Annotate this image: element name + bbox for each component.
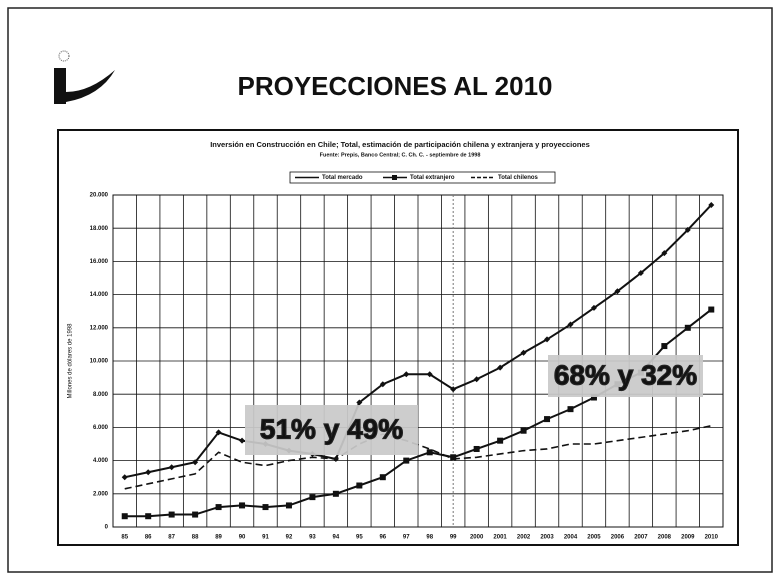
marker xyxy=(379,474,386,481)
y-tick-label: 10.000 xyxy=(90,359,109,365)
x-tick-label: 2010 xyxy=(705,535,719,541)
x-tick-label: 88 xyxy=(192,535,199,541)
y-tick-label: 18.000 xyxy=(90,226,109,232)
marker xyxy=(239,437,246,444)
x-tick-label: 87 xyxy=(168,535,175,541)
marker xyxy=(661,250,668,257)
chart-subtitle: Fuente: Prepis, Banco Central; C. Ch. C.… xyxy=(320,152,481,158)
marker xyxy=(403,371,410,378)
marker xyxy=(192,511,199,518)
x-tick-label: 2003 xyxy=(540,535,554,541)
x-tick-label: 92 xyxy=(286,535,293,541)
marker xyxy=(356,482,363,489)
marker xyxy=(497,364,504,371)
x-tick-label: 93 xyxy=(309,535,316,541)
marker xyxy=(168,511,175,518)
marker xyxy=(356,399,363,406)
x-tick-label: 2008 xyxy=(658,535,672,541)
x-tick-label: 98 xyxy=(426,535,433,541)
marker xyxy=(544,336,551,343)
marker xyxy=(684,324,691,331)
marker xyxy=(567,321,574,328)
marker xyxy=(379,381,386,388)
marker xyxy=(708,306,715,313)
y-tick-label: 4.000 xyxy=(93,458,109,464)
y-tick-label: 16.000 xyxy=(90,259,109,265)
marker xyxy=(637,270,644,277)
chart-title: Inversión en Construcción en Chile; Tota… xyxy=(210,140,590,149)
x-tick-label: 2002 xyxy=(517,535,531,541)
y-tick-label: 8.000 xyxy=(93,392,109,398)
y-tick-label: 0 xyxy=(105,525,109,531)
marker xyxy=(567,406,574,413)
x-tick-label: 89 xyxy=(215,535,222,541)
marker xyxy=(450,454,457,461)
x-tick-label: 85 xyxy=(121,535,128,541)
legend-label: Total mercado xyxy=(322,175,363,181)
marker xyxy=(544,416,551,423)
marker xyxy=(121,513,128,520)
x-tick-label: 2007 xyxy=(634,535,648,541)
x-tick-label: 2001 xyxy=(493,535,507,541)
series-line xyxy=(124,204,712,479)
logo xyxy=(54,50,115,104)
y-tick-label: 20.000 xyxy=(90,193,109,199)
marker xyxy=(450,386,457,393)
marker xyxy=(309,494,316,501)
marker xyxy=(661,343,668,350)
marker xyxy=(520,349,527,356)
marker xyxy=(708,201,715,208)
y-tick-label: 14.000 xyxy=(90,292,109,298)
marker xyxy=(168,464,175,471)
marker xyxy=(590,394,597,401)
x-tick-label: 2009 xyxy=(681,535,695,541)
annotation-box xyxy=(245,405,418,455)
marker xyxy=(262,504,269,511)
x-tick-label: 2000 xyxy=(470,535,484,541)
y-tick-label: 6.000 xyxy=(93,425,109,431)
marker xyxy=(520,427,527,434)
marker xyxy=(332,490,339,497)
legend-label: Total extranjero xyxy=(410,175,455,181)
marker xyxy=(145,469,152,476)
x-tick-label: 2005 xyxy=(587,535,601,541)
marker xyxy=(239,502,246,509)
marker xyxy=(426,449,433,456)
marker xyxy=(192,459,199,466)
legend-box xyxy=(289,171,556,184)
marker xyxy=(285,502,292,509)
marker xyxy=(215,429,222,436)
marker xyxy=(145,513,152,520)
marker xyxy=(426,371,433,378)
marker xyxy=(121,474,128,481)
x-tick-label: 99 xyxy=(450,535,457,541)
legend-marker xyxy=(392,175,397,180)
marker xyxy=(403,457,410,464)
marker xyxy=(497,437,504,444)
x-tick-label: 91 xyxy=(262,535,269,541)
marker xyxy=(614,288,621,295)
x-tick-label: 2006 xyxy=(611,535,625,541)
x-tick-label: 95 xyxy=(356,535,363,541)
x-tick-label: 96 xyxy=(379,535,386,541)
annotation-box xyxy=(548,355,703,397)
marker xyxy=(473,445,480,452)
x-tick-label: 2004 xyxy=(564,535,578,541)
y-axis-label: Millones de dólares de 1998 xyxy=(68,323,74,399)
marker xyxy=(215,504,222,511)
marker xyxy=(590,304,597,311)
x-tick-label: 86 xyxy=(145,535,152,541)
x-tick-label: 90 xyxy=(239,535,246,541)
y-tick-label: 2.000 xyxy=(93,491,109,497)
legend-label: Total chilenos xyxy=(498,175,539,181)
x-tick-label: 94 xyxy=(333,535,340,541)
x-tick-label: 97 xyxy=(403,535,410,541)
marker xyxy=(684,226,691,233)
annotation: 51% y 49% xyxy=(260,413,403,444)
slide-title: PROYECCIONES AL 2010 xyxy=(238,71,553,101)
annotation: 68% y 32% xyxy=(554,359,697,390)
marker xyxy=(473,376,480,383)
y-tick-label: 12.000 xyxy=(90,325,109,331)
